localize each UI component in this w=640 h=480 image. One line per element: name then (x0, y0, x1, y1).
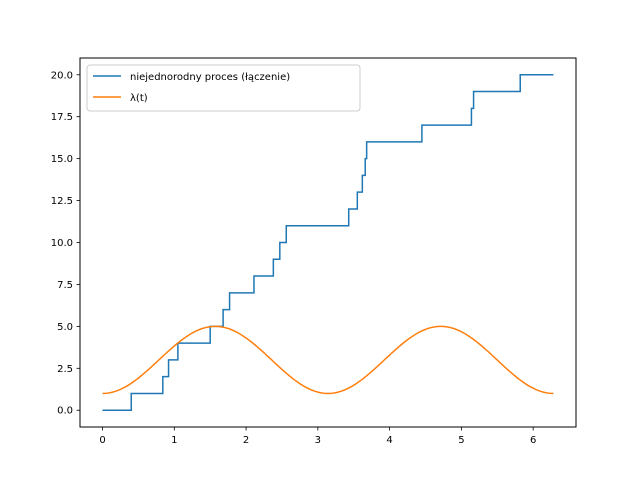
legend-label-lambda: λ(t) (130, 93, 148, 104)
y-tick-label: 20.0 (51, 70, 73, 81)
y-tick-label: 7.5 (57, 280, 73, 291)
y-tick-label: 2.5 (57, 364, 73, 375)
y-tick-label: 17.5 (51, 112, 73, 123)
x-tick-label: 5 (458, 435, 464, 446)
x-tick-label: 4 (386, 435, 392, 446)
series-line-niejednorodny-proces (102, 74, 554, 411)
x-tick-label: 2 (243, 435, 249, 446)
y-tick-label: 12.5 (51, 196, 73, 207)
series-layer (102, 74, 554, 411)
x-tick-label: 1 (171, 435, 177, 446)
x-tick-label: 0 (99, 435, 105, 446)
legend-box (86, 64, 361, 112)
x-tick-label: 3 (315, 435, 321, 446)
x-axis: 0 1 2 3 4 5 6 (99, 427, 536, 446)
y-tick-label: 0.0 (57, 406, 73, 417)
x-tick-label: 6 (530, 435, 536, 446)
series-line-lambda (102, 325, 554, 395)
legend: niejednorodny proces (łączenie) λ(t) (86, 64, 361, 112)
y-tick-label: 15.0 (51, 154, 73, 165)
y-tick-label: 5.0 (57, 322, 73, 333)
legend-label-niejednorodny-proces: niejednorodny proces (łączenie) (130, 72, 290, 83)
y-tick-label: 10.0 (51, 238, 73, 249)
y-axis: 0.0 2.5 5.0 7.5 10.0 12.5 15.0 17.5 20.0 (51, 70, 80, 417)
